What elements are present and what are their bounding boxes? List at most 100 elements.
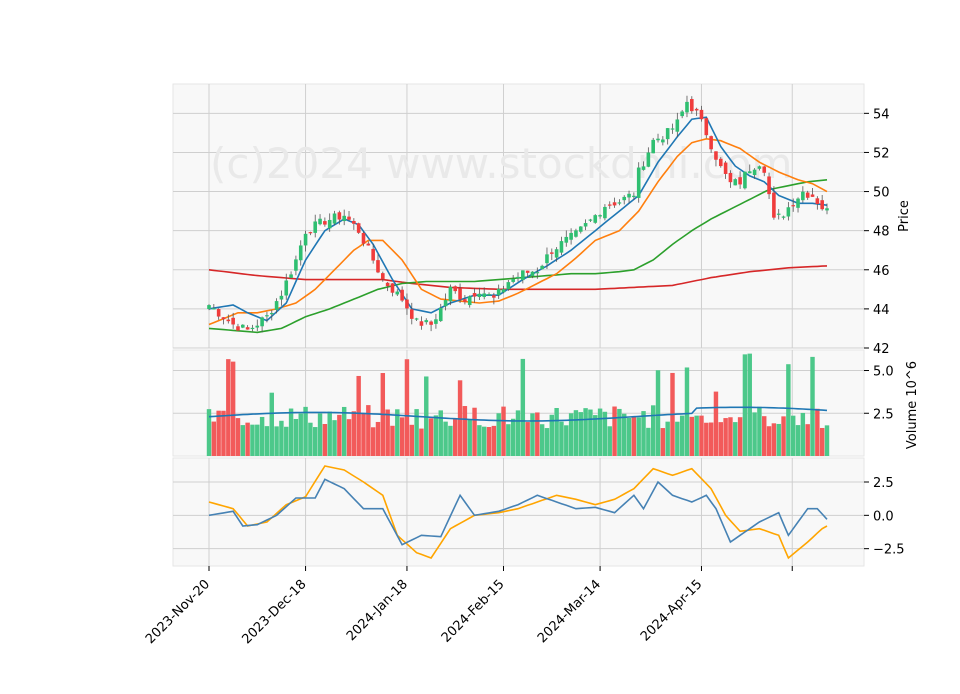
candle-body xyxy=(665,128,670,140)
volume-bar xyxy=(216,410,221,456)
volume-bar xyxy=(805,424,810,456)
volume-bar xyxy=(684,367,690,456)
candle-body xyxy=(245,327,250,330)
candle-body xyxy=(356,223,361,233)
candle-body xyxy=(207,305,211,309)
candle-body xyxy=(646,152,651,167)
volume-bar xyxy=(274,426,279,456)
volume-bar xyxy=(781,416,786,456)
volume-bar xyxy=(549,414,555,456)
candle-body xyxy=(405,299,409,309)
candle-body xyxy=(714,151,718,160)
candle-body xyxy=(212,308,216,310)
macd-tick-label: −2.5 xyxy=(873,543,905,558)
candle-body xyxy=(226,319,231,322)
volume-bars xyxy=(206,353,830,456)
volume-bar xyxy=(810,356,815,456)
volume-bar xyxy=(269,392,274,456)
candle-body xyxy=(661,139,665,143)
volume-bar xyxy=(655,370,661,456)
volume-bar xyxy=(433,415,439,456)
candle-body xyxy=(574,230,578,237)
volume-bar xyxy=(564,425,569,456)
price-tick-label: 44 xyxy=(873,303,890,318)
candle-body xyxy=(467,296,472,306)
volume-bar xyxy=(438,410,443,456)
candle-body xyxy=(265,315,269,317)
candle-body xyxy=(443,300,448,307)
candle-body xyxy=(347,216,351,220)
volume-bar xyxy=(409,424,414,456)
volume-bar xyxy=(279,420,284,456)
candle-body xyxy=(810,194,815,197)
candle-body xyxy=(801,191,805,201)
volume-bar xyxy=(622,413,627,456)
candle-body xyxy=(752,169,757,176)
volume-bar xyxy=(419,428,424,456)
volume-bar xyxy=(395,409,400,456)
candle-body xyxy=(216,309,221,317)
macd-lines xyxy=(208,465,828,560)
volume-bar xyxy=(776,423,781,456)
candle-body xyxy=(381,273,385,280)
volume-bar xyxy=(559,421,564,456)
price-tick-label: 46 xyxy=(873,264,890,279)
candle-body xyxy=(607,204,612,206)
volume-bar xyxy=(737,417,743,456)
candle-body xyxy=(385,282,390,287)
candle-body xyxy=(690,99,694,112)
candle-body xyxy=(820,200,824,210)
candle-body xyxy=(284,280,289,296)
volume-bar xyxy=(206,409,212,456)
candle-body xyxy=(718,158,723,167)
candle-body xyxy=(438,307,443,322)
volume-bar xyxy=(597,408,603,456)
volume-bar xyxy=(322,423,328,456)
candle-body xyxy=(747,171,752,174)
candle-body xyxy=(632,195,636,197)
candle-body xyxy=(617,202,622,204)
volume-bar xyxy=(230,361,236,456)
candle-body xyxy=(332,213,337,224)
volume-bar xyxy=(240,425,246,456)
price-panel xyxy=(172,83,865,349)
candle-body xyxy=(728,172,733,183)
candle-body xyxy=(376,260,380,273)
candle-body xyxy=(294,259,298,271)
x-tick-label: 2024-Mar-14 xyxy=(535,577,604,646)
volume-bar xyxy=(626,417,632,456)
candle-body xyxy=(694,108,699,111)
candle-body xyxy=(279,295,284,300)
volume-bar xyxy=(530,413,535,456)
candle-body xyxy=(463,299,467,302)
volume-bar xyxy=(617,408,622,456)
price-tick-label: 48 xyxy=(873,225,890,240)
candle-body xyxy=(390,283,395,293)
candle-body xyxy=(487,294,491,296)
volume-tick-label: 2.5 xyxy=(873,407,894,422)
volume-bar xyxy=(525,422,530,456)
price-tick-label: 50 xyxy=(873,186,890,201)
candle-body xyxy=(506,282,511,290)
candle-body xyxy=(525,270,530,273)
volume-bar xyxy=(612,406,617,456)
ma-200-line xyxy=(208,265,828,291)
candle-body xyxy=(303,233,308,246)
volume-bar xyxy=(665,421,670,456)
candle-body xyxy=(516,276,520,279)
candle-body xyxy=(511,278,515,282)
volume-bar xyxy=(385,409,390,456)
volume-bar xyxy=(800,412,806,456)
candle-body xyxy=(656,138,660,141)
candle-body xyxy=(709,136,713,150)
macd-signal-line xyxy=(208,465,828,560)
volume-ma-line xyxy=(208,406,828,422)
price-axis-label: Price xyxy=(897,200,912,232)
volume-bar xyxy=(539,424,545,456)
volume-bar xyxy=(766,426,772,456)
volume-bar xyxy=(757,406,762,456)
candle-body xyxy=(472,293,477,297)
volume-bar xyxy=(713,391,719,456)
candle-body xyxy=(675,119,680,132)
